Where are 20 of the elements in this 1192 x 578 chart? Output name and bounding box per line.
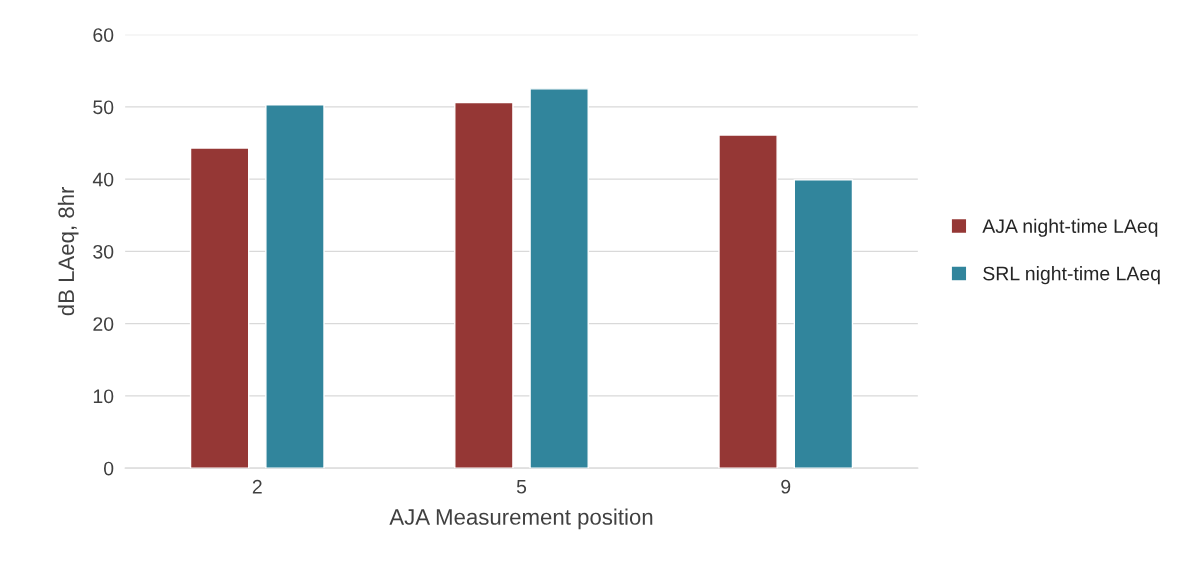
y-tick-label: 40 <box>92 172 114 187</box>
x-tick-label: 2 <box>252 479 262 494</box>
bar <box>189 147 250 469</box>
legend-label: AJA night-time LAeq <box>982 218 1158 237</box>
x-axis-title: AJA Measurement position <box>389 508 653 530</box>
bar <box>265 104 325 469</box>
x-tick-label: 9 <box>781 479 791 494</box>
y-tick-label: 20 <box>93 317 114 331</box>
legend-label: SRL night-time LAeq <box>983 266 1160 285</box>
y-axis-title: dB LAeq, 8hr <box>57 186 79 316</box>
y-tick-label: 60 <box>93 28 114 42</box>
bar <box>793 179 854 469</box>
y-tick-label: 0 <box>104 461 114 476</box>
y-tick-label: 30 <box>93 244 114 259</box>
x-tick-label: 5 <box>516 480 527 494</box>
bar <box>454 101 514 469</box>
bar <box>529 88 589 469</box>
y-tick-label: 50 <box>93 100 114 115</box>
y-tick-label: 10 <box>93 389 114 404</box>
bar <box>718 134 778 469</box>
